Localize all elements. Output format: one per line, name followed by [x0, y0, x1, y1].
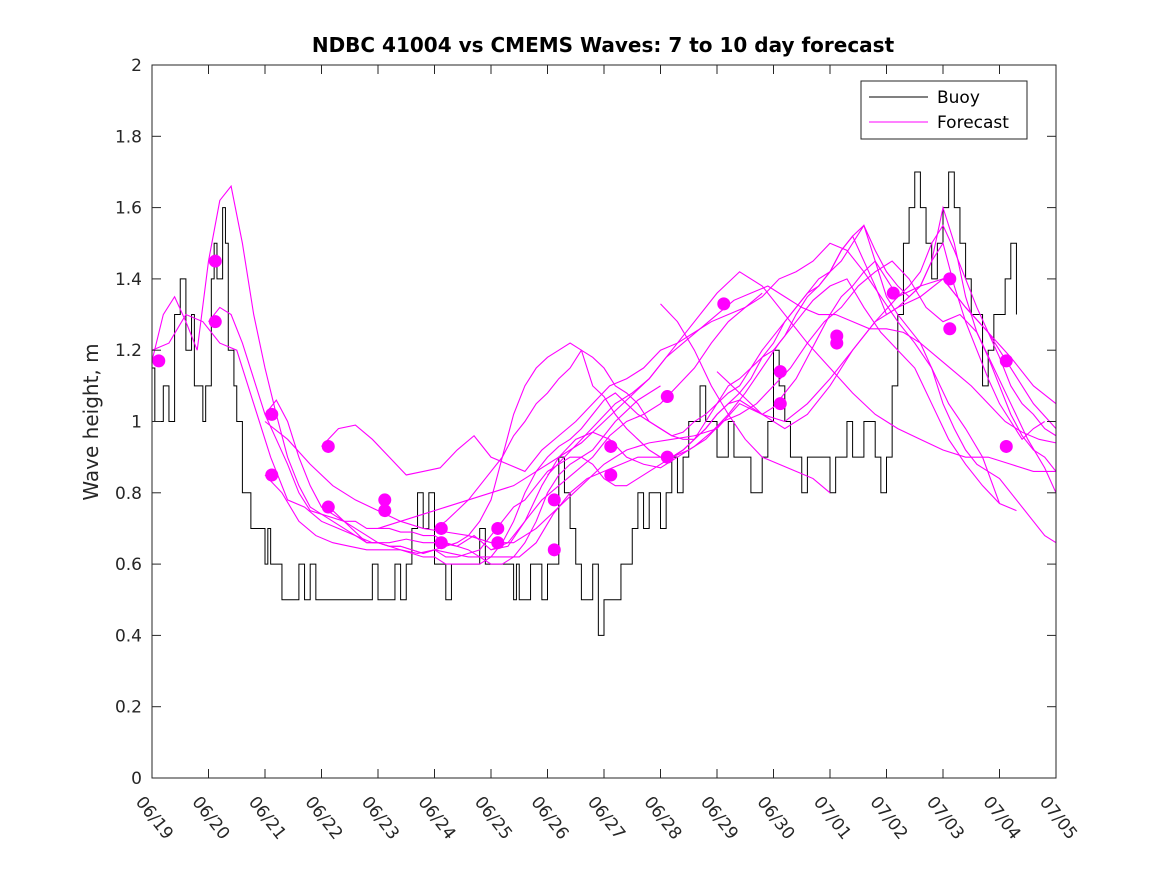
forecast-marker [265, 407, 279, 421]
y-tick-label: 0.4 [115, 626, 142, 646]
y-tick-label: 1 [131, 413, 142, 433]
y-axis: 0 0.2 0.4 0.6 0.8 1 1.2 1.4 1.6 1.8 2 [115, 56, 1056, 789]
forecast-marker [886, 286, 900, 300]
y-tick-label: 1.2 [115, 341, 142, 361]
forecast-marker [943, 322, 957, 336]
forecast-line-12 [547, 285, 1057, 476]
forecast-marker [491, 521, 505, 535]
buoy-line [152, 171, 1017, 636]
forecast-marker [208, 254, 222, 268]
forecast-line-8 [321, 242, 1001, 504]
forecast-line-7 [264, 278, 1057, 544]
y-tick-label: 1.6 [115, 199, 142, 219]
chart-title: NDBC 41004 vs CMEMS Waves: 7 to 10 day f… [312, 33, 895, 57]
forecast-marker [830, 336, 844, 350]
forecast-line-6 [321, 224, 1057, 558]
legend-forecast-label: Forecast [937, 113, 1009, 133]
y-tick-label: 0.2 [115, 698, 142, 718]
forecast-marker [773, 365, 787, 379]
forecast-marker [660, 450, 674, 464]
forecast-marker [434, 521, 448, 535]
y-tick-label: 0 [131, 769, 142, 789]
forecast-marker [208, 315, 222, 329]
y-tick-label: 0.8 [115, 484, 142, 504]
forecast-markers [152, 254, 1013, 557]
forecast-line-11 [490, 292, 763, 551]
forecast-marker [943, 272, 957, 286]
forecast-marker [773, 397, 787, 411]
y-tick-label: 0.6 [115, 555, 142, 575]
forecast-line-14 [716, 278, 1057, 423]
forecast-marker [604, 468, 618, 482]
legend-box [860, 80, 1028, 140]
forecast-line-9 [377, 271, 1056, 529]
forecast-marker [547, 543, 561, 557]
forecast-marker [999, 439, 1013, 453]
forecast-marker [321, 500, 335, 514]
forecast-marker [491, 536, 505, 550]
forecast-marker [378, 493, 392, 507]
forecast-marker [717, 297, 731, 311]
forecast-marker [152, 354, 166, 368]
buoy-series [152, 171, 1017, 636]
y-tick-label: 1.4 [115, 270, 142, 290]
plot-area [151, 171, 1057, 636]
legend-buoy-label: Buoy [937, 88, 980, 108]
forecast-line-10 [434, 224, 1057, 529]
y-tick-label: 1.8 [115, 127, 142, 147]
forecast-marker [378, 504, 392, 518]
forecast-marker [434, 536, 448, 550]
forecast-marker [660, 390, 674, 404]
forecast-marker [604, 439, 618, 453]
y-tick-label: 2 [131, 56, 142, 76]
legend: Buoy Forecast [860, 80, 1028, 140]
forecast-series-group [151, 184, 1057, 565]
forecast-marker [999, 354, 1013, 368]
forecast-marker [321, 439, 335, 453]
forecast-marker [265, 468, 279, 482]
y-axis-label: Wave height, m [79, 343, 103, 500]
forecast-marker [547, 493, 561, 507]
forecast-line-3 [208, 306, 661, 565]
forecast-line-13 [660, 303, 831, 494]
